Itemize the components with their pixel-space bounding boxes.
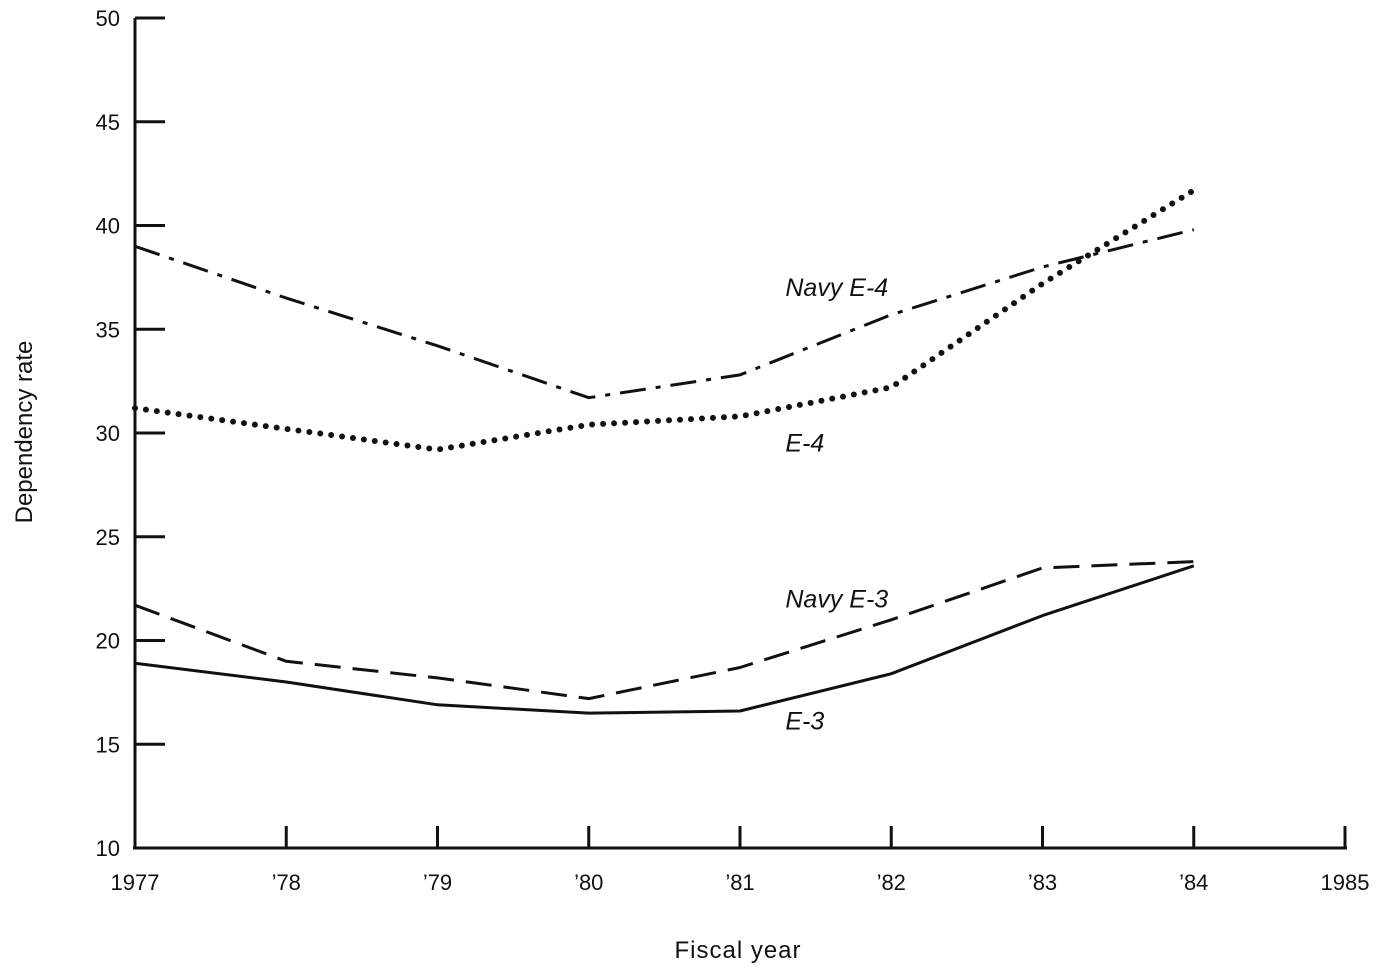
series-labels: Navy E-4 E-4 Navy E-3 E-3	[785, 274, 888, 736]
axes	[133, 18, 1347, 850]
series-line-navy-e-3	[134, 560, 1194, 701]
series-layer	[132, 187, 1197, 715]
y-tick-label: 35	[96, 317, 120, 342]
x-tick-label: ’82	[877, 870, 906, 895]
y-tick-label: 15	[96, 732, 120, 757]
series-label-e-4: E-4	[785, 430, 824, 458]
x-tick-label: ’84	[1179, 870, 1208, 895]
y-tick-label: 20	[96, 629, 120, 654]
y-tick-label: 10	[96, 836, 120, 861]
y-ticks: 10 15 20 25 30 35 40 45 50	[96, 6, 165, 861]
x-tick-label: ’80	[574, 870, 603, 895]
x-tick-label: ’79	[423, 870, 452, 895]
series-line-navy-e-4	[134, 228, 1195, 400]
series-label-navy-e-3: Navy E-3	[785, 585, 888, 613]
x-tick-label: ’81	[725, 870, 754, 895]
x-axis-title: Fiscal year	[674, 937, 801, 964]
x-tick-label: ’83	[1028, 870, 1057, 895]
y-tick-label: 50	[96, 6, 120, 31]
x-tick-label: ’78	[272, 870, 301, 895]
series-label-navy-e-4: Navy E-4	[785, 274, 888, 302]
y-tick-label: 40	[96, 214, 120, 239]
x-tick-label: 1977	[111, 870, 160, 895]
series-line-e-3	[134, 564, 1195, 715]
y-axis-title: Dependency rate	[11, 341, 38, 524]
series-label-e-3: E-3	[785, 708, 824, 736]
y-tick-label: 45	[96, 110, 120, 135]
y-tick-label: 30	[96, 421, 120, 446]
x-ticks: 1977 ’78 ’79 ’80 ’81 ’82 ’83 ’84 1985	[111, 826, 1370, 895]
y-tick-label: 25	[96, 525, 120, 550]
x-tick-label: 1985	[1321, 870, 1370, 895]
series-line-e-4	[132, 187, 1197, 453]
